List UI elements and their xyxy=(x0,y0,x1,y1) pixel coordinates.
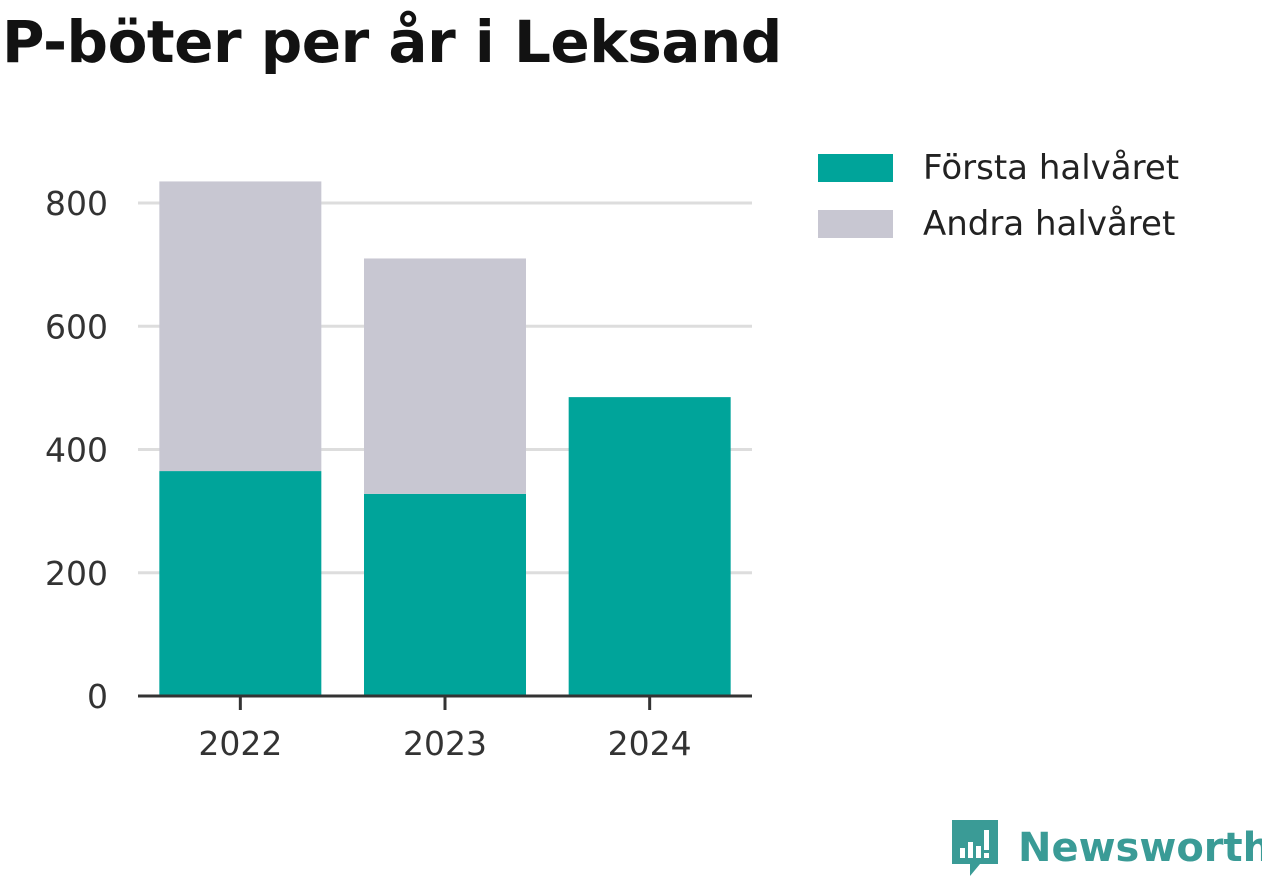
x-tick-label: 2022 xyxy=(198,724,282,763)
x-tick-label: 2023 xyxy=(403,724,487,763)
legend-label-first-half: Första halvåret xyxy=(923,148,1180,188)
brand-name: Newsworthy xyxy=(1018,825,1262,871)
chart-title: P-böter per år i Leksand xyxy=(2,8,782,76)
legend-item-second-half: Andra halvåret xyxy=(818,196,1179,252)
x-tick-label: 2024 xyxy=(608,724,692,763)
bar-2024-series-0 xyxy=(568,397,731,696)
legend-label-second-half: Andra halvåret xyxy=(923,204,1176,244)
legend-swatch-second-half xyxy=(818,210,893,238)
y-tick-label: 0 xyxy=(87,677,108,716)
legend-item-first-half: Första halvåret xyxy=(818,140,1179,196)
y-tick-label: 200 xyxy=(45,554,108,593)
bar-2023-series-1 xyxy=(364,258,526,494)
y-tick-label: 800 xyxy=(45,184,108,223)
legend: Första halvåret Andra halvåret xyxy=(818,140,1179,252)
bar-2022-series-1 xyxy=(159,181,322,472)
y-tick-label: 600 xyxy=(45,307,108,346)
bar-2022-series-0 xyxy=(159,471,322,696)
legend-swatch-first-half xyxy=(818,154,893,182)
bar-2023-series-0 xyxy=(364,493,526,696)
y-tick-label: 400 xyxy=(45,431,108,470)
newsworthy-logo-icon xyxy=(952,820,998,876)
brand-logo: Newsworthy xyxy=(950,818,1262,878)
